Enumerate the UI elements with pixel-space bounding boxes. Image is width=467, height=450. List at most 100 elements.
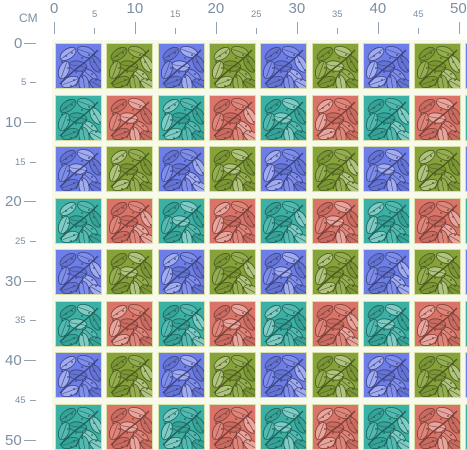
pattern-tile-olive [414,249,462,295]
pattern-tile-coral [208,300,256,347]
ruler-top-label: 35 [332,9,343,20]
pattern-tile-coral [414,300,462,347]
pattern-tile-teal [55,300,102,347]
pattern-tile-teal [362,403,410,450]
ruler-top-tick [377,22,379,34]
pattern-tile-coral [208,403,256,450]
ruler-top-tick [215,22,217,34]
ruler-top-tick [418,28,419,34]
ruler-left-label: 30 [5,272,22,290]
pattern-tile-teal [260,94,308,141]
pattern-tile-coral [311,94,359,141]
ruler-left-tick [30,82,36,84]
pattern-tile-coral [311,300,359,347]
pattern-tile-olive [106,249,154,295]
ruler-left-tick [24,360,36,362]
pattern-tile-olive [106,352,154,398]
pattern-tile-olive [311,43,359,89]
top-ruler: CM 0 5 10 15 20 25 30 35 40 45 50 [0,0,467,40]
pattern-tile-olive [414,43,462,89]
pattern-tile-teal [362,300,410,347]
pattern-tile-olive [311,249,359,295]
pattern-tile-teal [260,403,308,450]
ruler-left-tick [30,241,36,242]
pattern-tile-blue [55,43,102,89]
pattern-tile-olive [414,352,462,398]
pattern-tile-teal [362,197,410,244]
ruler-left-tick [24,280,36,282]
pattern-tile-teal [157,197,205,244]
ruler-left-tick [24,42,36,44]
pattern-tile-blue [157,146,205,192]
ruler-left-label: 50 [5,431,22,449]
pattern-tile-coral [311,197,359,244]
ruler-left-tick [24,121,36,123]
ruler-top-tick [134,22,136,34]
ruler-top-tick [256,28,257,34]
pattern-tile-olive [311,146,359,192]
pattern-tile-blue [260,249,308,295]
ruler-left-label: 20 [5,193,22,211]
ruler-left-tick [30,320,36,322]
pattern-tile-olive [311,352,359,398]
pattern-tile-olive [106,43,154,89]
ruler-left-label: 10 [5,113,22,131]
pattern-tile-coral [414,403,462,450]
ruler-top-tick [296,22,298,34]
ruler-left-label: 15 [15,156,26,168]
ruler-top-label: 0 [50,0,59,17]
pattern-tile-blue [260,352,308,398]
ruler-left-label: 35 [15,315,26,327]
pattern-tile-olive [106,146,154,192]
pattern-tile-blue [157,249,205,295]
pattern-tile-coral [106,300,154,347]
ruler-top-label: 40 [369,0,387,17]
pattern-tile-blue [55,146,102,192]
ruler-top-label: 20 [207,0,225,17]
ruler-left-tick [30,399,36,401]
ruler-left-tick [30,161,36,163]
ruler-top-tick [53,22,55,34]
pattern-tile-teal [157,300,205,347]
pattern-tile-olive [414,146,462,192]
left-ruler: 0 5 10 15 20 25 30 35 40 45 50 [0,0,52,450]
pattern-tile-coral [208,197,256,244]
ruler-top-label: 25 [251,9,262,20]
pattern-tile-coral [208,94,256,141]
ruler-top-label: 5 [92,9,98,20]
pattern-tile-teal [260,300,308,347]
ruler-left-label: 0 [14,34,23,52]
ruler-left-label: 45 [15,394,26,406]
pattern-tile-teal [362,94,410,141]
pattern-tile-blue [55,249,102,295]
pattern-tile-blue [157,352,205,398]
pattern-tile-blue [260,43,308,89]
ruler-left-label: 25 [15,236,26,247]
pattern-tile-coral [414,94,462,141]
pattern-tile-blue [157,43,205,89]
ruler-top-label: 45 [413,9,424,20]
ruler-top-tick [337,28,338,34]
pattern-tile-blue [260,146,308,192]
pattern-tile-teal [157,94,205,141]
pattern-tile-blue [55,352,102,398]
pattern-tile-coral [106,403,154,450]
pattern-tile-blue [362,146,410,192]
ruler-top-label: 50 [450,0,467,17]
ruler-left-tick [24,439,36,441]
pattern-tile-coral [106,197,154,244]
ruler-top-label: 30 [288,0,306,17]
ruler-top-tick [458,22,460,34]
pattern-tile-teal [55,197,102,244]
fabric-pattern-grid [52,40,467,450]
pattern-tile-blue [362,43,410,89]
ruler-top-tick [94,28,95,34]
pattern-tile-teal [157,403,205,450]
pattern-tile-teal [55,94,102,141]
pattern-tile-teal [55,403,102,450]
pattern-tile-olive [208,146,256,192]
ruler-top-label: 15 [170,9,181,20]
ruler-left-tick [24,201,36,203]
pattern-tile-olive [208,43,256,89]
pattern-tile-blue [362,352,410,398]
